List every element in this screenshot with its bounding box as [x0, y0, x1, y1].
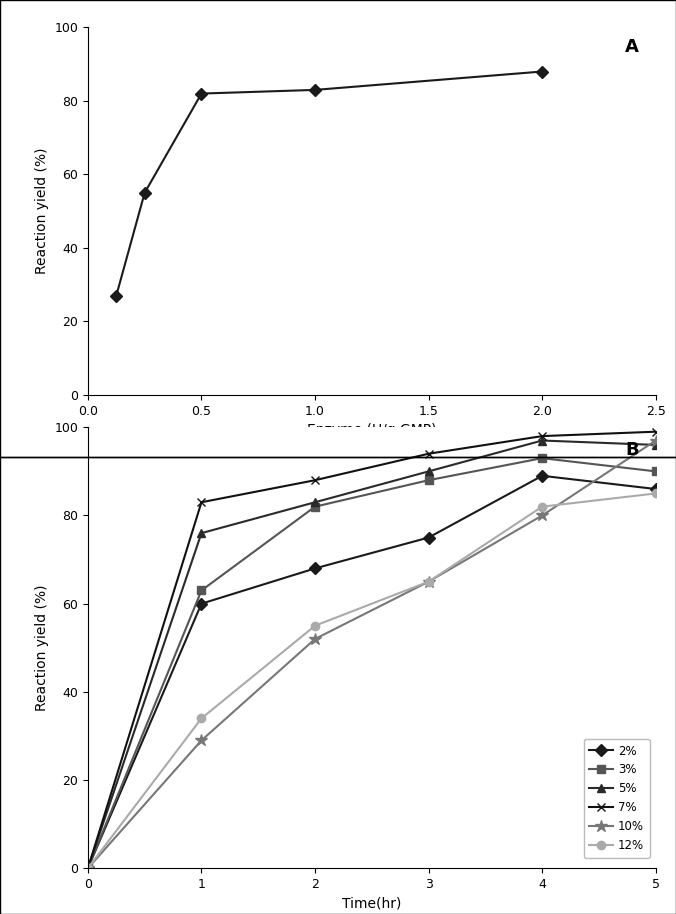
12%: [84, 863, 92, 874]
3%: [652, 466, 660, 477]
7%: [425, 448, 433, 459]
10%: [197, 735, 206, 746]
5%: [652, 440, 660, 451]
Legend: 2%, 3%, 5%, 7%, 10%, 12%: 2%, 3%, 5%, 7%, 10%, 12%: [583, 739, 650, 858]
5%: [538, 435, 546, 446]
5%: [425, 466, 433, 477]
10%: [84, 863, 92, 874]
3%: [311, 501, 319, 512]
7%: [652, 426, 660, 437]
3%: [84, 863, 92, 874]
12%: [197, 713, 206, 724]
X-axis label: Time(hr): Time(hr): [342, 897, 402, 910]
5%: [311, 497, 319, 508]
2%: [311, 563, 319, 574]
Line: 10%: 10%: [82, 434, 662, 875]
Y-axis label: Reaction yield (%): Reaction yield (%): [34, 148, 49, 274]
Text: B: B: [625, 441, 639, 459]
2%: [84, 863, 92, 874]
3%: [425, 474, 433, 485]
3%: [197, 585, 206, 596]
7%: [538, 430, 546, 441]
12%: [652, 488, 660, 499]
10%: [311, 633, 319, 644]
Line: 7%: 7%: [84, 428, 660, 873]
Line: 3%: 3%: [84, 454, 660, 873]
3%: [538, 452, 546, 463]
5%: [197, 527, 206, 538]
2%: [538, 471, 546, 482]
7%: [311, 474, 319, 485]
2%: [197, 598, 206, 609]
2%: [652, 484, 660, 494]
10%: [425, 576, 433, 587]
Y-axis label: Reaction yield (%): Reaction yield (%): [34, 585, 49, 711]
Line: 12%: 12%: [84, 489, 660, 873]
Line: 5%: 5%: [84, 436, 660, 873]
X-axis label: Enzyme (U/g GMP): Enzyme (U/g GMP): [307, 423, 437, 437]
7%: [84, 863, 92, 874]
10%: [538, 510, 546, 521]
12%: [311, 621, 319, 632]
10%: [652, 435, 660, 446]
2%: [425, 532, 433, 543]
12%: [538, 501, 546, 512]
Text: A: A: [625, 38, 639, 57]
5%: [84, 863, 92, 874]
12%: [425, 576, 433, 587]
7%: [197, 497, 206, 508]
Line: 2%: 2%: [84, 472, 660, 873]
